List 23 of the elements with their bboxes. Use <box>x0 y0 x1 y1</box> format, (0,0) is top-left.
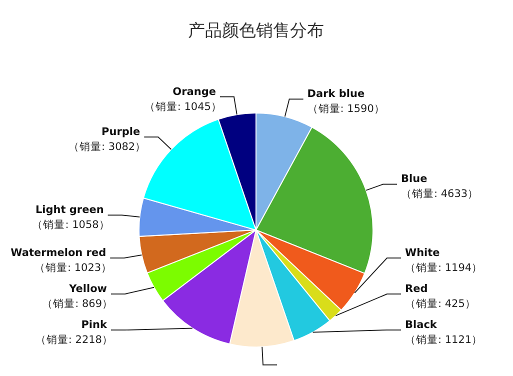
slice-label: White <box>405 247 440 259</box>
slice-label: Black <box>405 319 438 331</box>
chart-title: 产品颜色销售分布 <box>188 21 324 41</box>
data-label: （销量: 1194） <box>405 262 483 274</box>
slice-label: Yellow <box>68 283 108 295</box>
data-label: （销量: 3082） <box>68 141 146 154</box>
data-label: （销量: 4633） <box>401 188 479 200</box>
data-label: （销量: 1058） <box>32 219 110 232</box>
data-label: （销量: 869） <box>42 298 113 310</box>
slice-label: Dark blue <box>307 88 365 100</box>
slice-label: Red <box>405 283 428 295</box>
data-label: （销量: 425） <box>405 298 476 310</box>
slice-label: Watermelon red <box>10 247 106 259</box>
data-label: （销量: 1023） <box>34 262 112 274</box>
data-label: （销量: 1045） <box>144 100 222 113</box>
slice-label: Blue <box>401 173 428 186</box>
slice-label: Orange <box>172 86 216 98</box>
slice-label: Purple <box>102 126 140 138</box>
data-label: （销量: 1121） <box>405 334 483 346</box>
slice-label: Pink <box>81 319 108 331</box>
slice-label: Light green <box>35 204 104 216</box>
data-label: （销量: 2218） <box>35 334 113 346</box>
data-label: （销量: 1590） <box>307 103 385 116</box>
